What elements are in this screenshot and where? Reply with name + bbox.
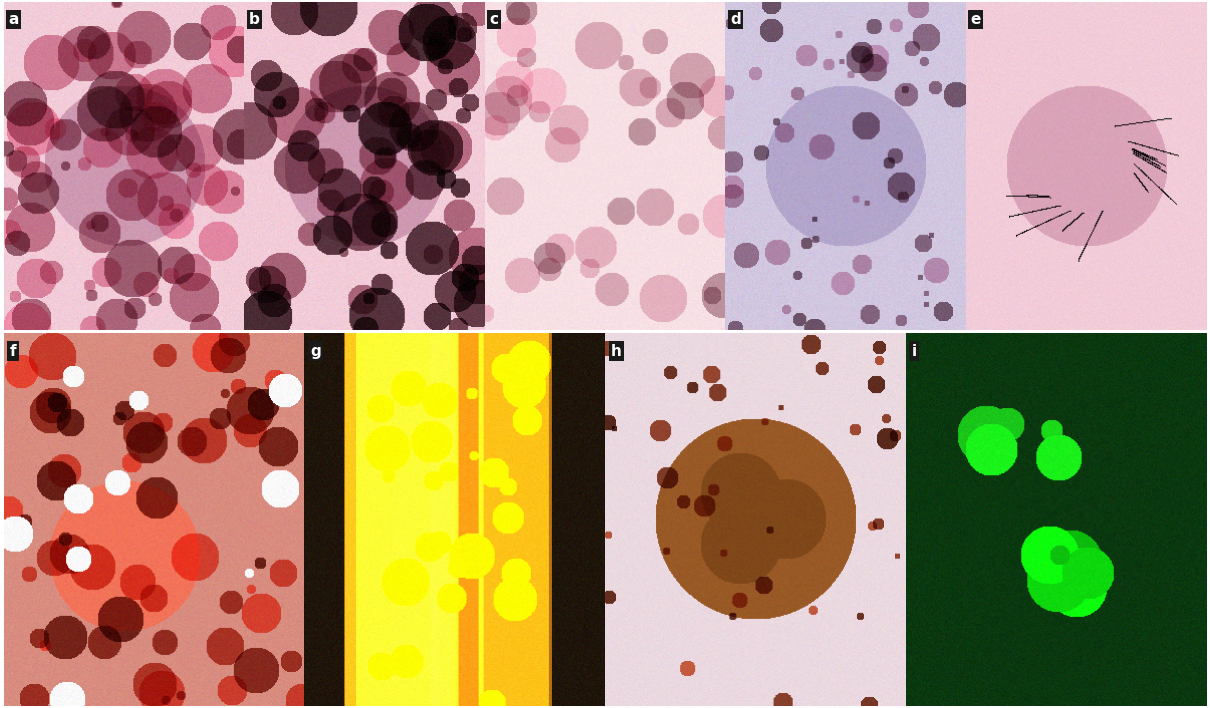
Text: i: i bbox=[911, 344, 917, 359]
Text: a: a bbox=[8, 12, 19, 27]
Text: h: h bbox=[611, 344, 622, 359]
Text: c: c bbox=[490, 12, 499, 27]
Text: d: d bbox=[730, 12, 741, 27]
Text: e: e bbox=[970, 12, 981, 27]
Text: g: g bbox=[310, 344, 321, 359]
Text: b: b bbox=[249, 12, 260, 27]
Text: f: f bbox=[10, 344, 16, 359]
